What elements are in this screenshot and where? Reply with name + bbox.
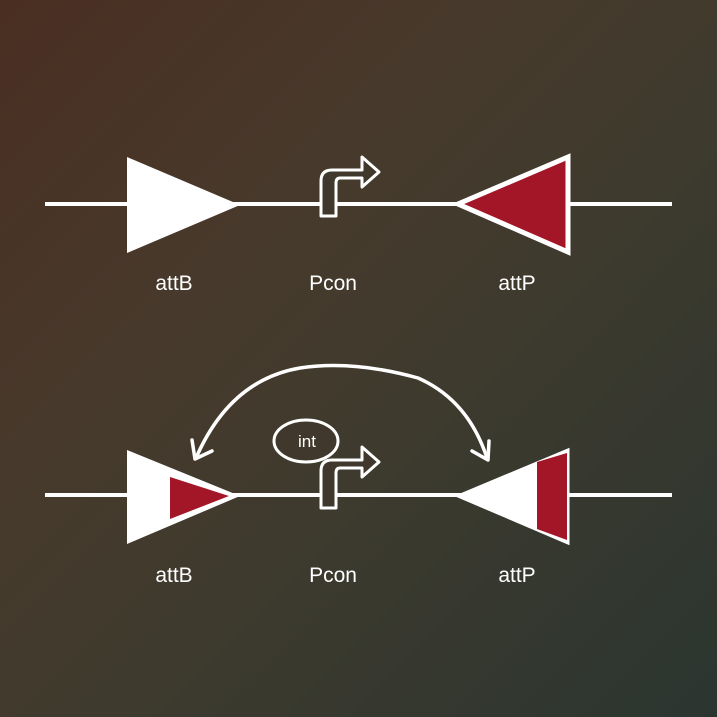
top-pcon-promoter-icon: [319, 155, 381, 218]
bottom-pcon-label: Pcon: [309, 564, 357, 587]
bottom-attp-red-segment: [537, 453, 567, 540]
bottom-construct: int attB Pcon attP: [45, 363, 672, 587]
bottom-attb-label: attB: [155, 564, 192, 587]
top-pcon-label: Pcon: [309, 272, 357, 295]
top-attb-site: [127, 157, 240, 253]
bottom-attb-red-segment: [170, 477, 229, 519]
top-attp-label: attP: [498, 272, 535, 295]
bottom-attp-label: attP: [498, 564, 535, 587]
top-attp-site: [451, 153, 571, 256]
top-attb-label: attB: [155, 272, 192, 295]
int-bubble: [272, 418, 340, 464]
recombination-arc: [194, 363, 489, 460]
arc-right-arrowhead-icon: [470, 439, 491, 462]
top-construct: attB Pcon attP: [45, 153, 672, 295]
bottom-pcon-promoter-icon: [319, 445, 381, 510]
int-label: int: [298, 432, 316, 451]
arc-left-arrowhead-icon: [190, 438, 214, 461]
